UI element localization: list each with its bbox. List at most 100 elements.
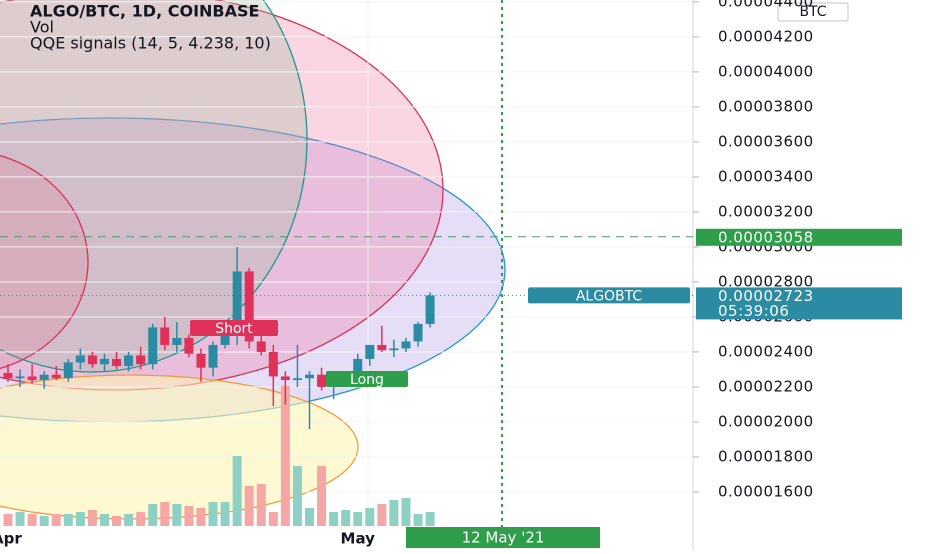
volume-bar: [244, 486, 254, 526]
volume-bar: [87, 510, 97, 526]
volume-bar: [341, 510, 351, 526]
inner-band: [0, 154, 89, 370]
candle-body: [208, 344, 218, 368]
symbol-box: [528, 287, 690, 304]
volume-bar: [329, 512, 339, 526]
signal-box: [190, 320, 278, 336]
volume-bar: [124, 514, 134, 526]
candle-body: [148, 327, 158, 365]
candle-body: [389, 348, 399, 351]
candle-body: [244, 271, 254, 342]
y-tick-label: 0.00002200: [718, 377, 814, 395]
volume-bar: [317, 466, 327, 526]
volume-bar: [75, 512, 85, 526]
y-tick-label: 0.00001800: [718, 447, 814, 465]
candle-body: [3, 372, 13, 379]
x-tick-label: May: [341, 530, 376, 548]
volume-label: Vol: [30, 18, 54, 37]
x-tick-label: Apr: [0, 530, 22, 548]
candle-body: [112, 358, 122, 366]
volume-bar: [256, 484, 266, 526]
volume-bar: [39, 516, 49, 526]
volume-bar: [353, 512, 363, 526]
volume-bar: [305, 508, 314, 526]
y-tick-label: 0.00001600: [718, 482, 814, 500]
candle-body: [124, 355, 134, 366]
volume-bar: [3, 514, 13, 526]
volume-bar: [196, 508, 206, 526]
candle-body: [220, 334, 230, 345]
candle-body: [99, 358, 109, 365]
candle-body: [292, 378, 302, 380]
y-tick-label: 0.00004200: [718, 27, 814, 45]
crosshair-price-box: [696, 228, 902, 246]
candle-body: [256, 341, 266, 352]
y-tick-label: 0.00003200: [718, 202, 814, 220]
candle-body: [172, 337, 182, 345]
symbol-label: ALGOBTC: [576, 288, 643, 304]
volume-bar: [365, 508, 375, 526]
candle-body: [51, 374, 61, 379]
currency[interactable]: BTC: [799, 4, 826, 20]
candle-body: [305, 374, 314, 379]
volume-bar: [377, 504, 387, 526]
indicator-label: QQE signals (14, 5, 4.238, 10): [30, 34, 271, 53]
y-tick-label: 0.00004000: [718, 62, 814, 80]
volume-bar: [27, 514, 37, 526]
volume-bar: [160, 502, 170, 526]
volume-bar: [220, 502, 230, 526]
green-band: [0, 0, 308, 373]
y-tick-label: 0.00003400: [718, 167, 814, 185]
candle-body: [136, 355, 146, 365]
crosshair-price: 0.00003058: [718, 228, 814, 246]
volume-bar: [112, 516, 122, 526]
candle-body: [317, 374, 327, 387]
y-tick-label: 0.00003800: [718, 97, 814, 115]
candle-body: [377, 344, 387, 351]
volume-bar: [401, 498, 411, 526]
last-price-box: [696, 287, 902, 320]
volume-bar: [208, 502, 218, 526]
volume-bar: [172, 504, 182, 526]
candle-body: [425, 295, 435, 324]
volume-bar: [425, 512, 435, 526]
signal-label: Short: [215, 321, 253, 337]
candle-body: [280, 376, 290, 380]
y-tick-label: 0.00002800: [718, 272, 814, 290]
y-tick-label: 0.00004400: [718, 0, 814, 10]
candle-body: [39, 374, 49, 380]
symbol-title: ALGO/BTC, 1D, COINBASE: [30, 2, 259, 21]
countdown: 05:39:06: [718, 302, 789, 320]
candle-body: [184, 337, 194, 354]
candle-body: [365, 344, 375, 359]
candle-body: [75, 355, 85, 363]
volume-bar: [148, 504, 158, 526]
crosshair-date-box: [406, 527, 600, 548]
volume-bar: [184, 506, 194, 526]
y-tick-label: 0.00002000: [718, 412, 814, 430]
volume-bar: [51, 514, 61, 526]
signal-box: [326, 371, 408, 387]
candle-body: [268, 351, 278, 377]
candle-body: [160, 327, 170, 345]
y-tick-label: 0.00002400: [718, 342, 814, 360]
candle-body: [27, 376, 37, 380]
volume-bar: [268, 512, 278, 526]
volume-bar: [99, 514, 109, 526]
candle-body: [63, 362, 73, 379]
volume-bar: [389, 500, 399, 526]
volume-bar: [280, 386, 290, 526]
candle-body: [87, 355, 97, 365]
candle-body: [413, 323, 423, 342]
volume-bar: [232, 456, 242, 526]
y-tick-label: 0.00003600: [718, 132, 814, 150]
volume-bar: [413, 514, 423, 526]
candle-body: [232, 271, 242, 335]
volume-bar: [63, 514, 73, 526]
candle-body: [196, 353, 206, 368]
candle-body: [401, 341, 411, 349]
indicator-overlay: [0, 0, 693, 520]
currency-box[interactable]: [777, 2, 849, 22]
candle-body: [353, 358, 363, 373]
